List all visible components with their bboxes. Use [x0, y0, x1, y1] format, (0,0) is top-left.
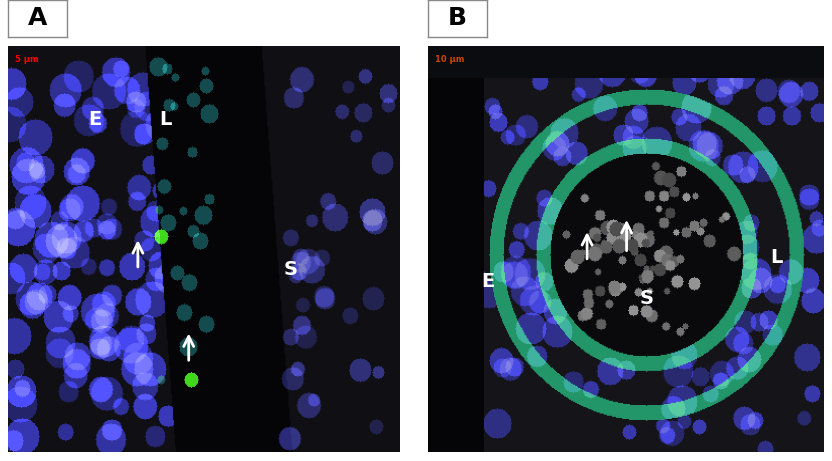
Text: A: A — [27, 6, 47, 30]
Text: B: B — [448, 6, 467, 30]
Text: L: L — [770, 248, 783, 267]
Text: S: S — [639, 289, 653, 307]
Text: E: E — [482, 272, 495, 291]
Text: L: L — [159, 110, 171, 129]
Text: 10 µm: 10 µm — [435, 54, 464, 64]
Text: E: E — [88, 110, 102, 129]
Text: 5 µm: 5 µm — [15, 54, 38, 64]
Text: S: S — [284, 260, 297, 279]
